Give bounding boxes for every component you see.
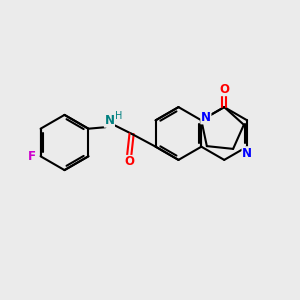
Text: O: O [219, 82, 229, 96]
Text: N: N [201, 111, 211, 124]
Text: N: N [242, 147, 252, 160]
Text: H: H [115, 111, 122, 121]
Text: F: F [28, 150, 36, 163]
Text: N: N [104, 114, 114, 127]
Text: O: O [124, 155, 134, 169]
